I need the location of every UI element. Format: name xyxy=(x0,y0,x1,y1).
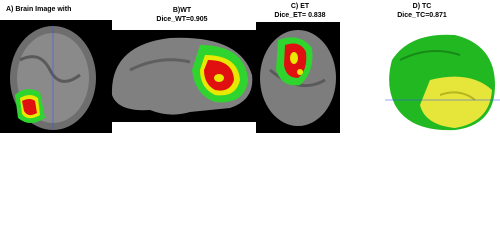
caption: D) TC xyxy=(413,3,432,10)
caption: A) Brain Image with xyxy=(6,6,71,13)
caption: Dice_ET= 0.838 xyxy=(274,12,325,19)
caption: C) ET xyxy=(291,3,310,10)
panel-b-image xyxy=(104,30,260,122)
panel-a-image xyxy=(0,20,112,133)
panel-d-image xyxy=(385,34,500,131)
panel-c-image xyxy=(256,22,340,133)
caption: Dice_TC=0.871 xyxy=(397,12,447,19)
caption: Dice_WT=0.905 xyxy=(156,16,207,23)
caption: B)WT xyxy=(173,7,192,14)
figure: A) Brain Image with B)WT Dice_WT=0.905 C… xyxy=(0,3,500,133)
